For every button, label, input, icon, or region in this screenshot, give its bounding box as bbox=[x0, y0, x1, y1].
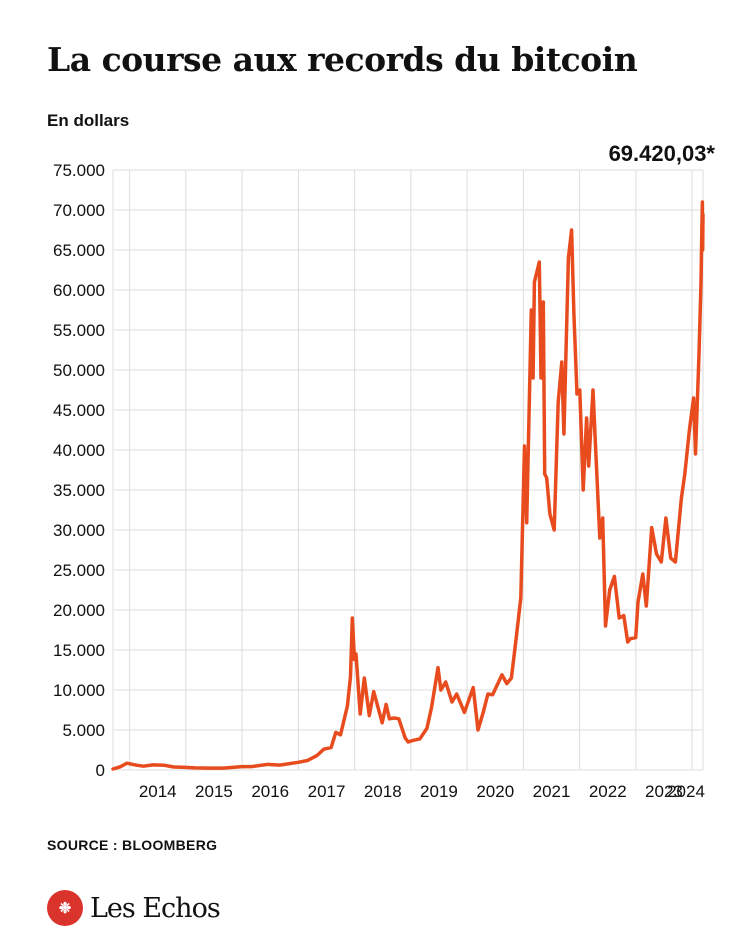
x-tick-label: 2017 bbox=[308, 782, 346, 801]
x-tick-label: 2015 bbox=[195, 782, 233, 801]
x-tick-label: 2020 bbox=[476, 782, 514, 801]
x-tick-label: 2022 bbox=[589, 782, 627, 801]
y-tick-label: 40.000 bbox=[53, 441, 105, 460]
y-axis-ticks: 0 5.000 10.000 15.000 20.000 25.000 30.000 35.0… bbox=[53, 161, 105, 780]
y-tick-label: 35.000 bbox=[53, 481, 105, 500]
chart-title: La course aux records du bitcoin bbox=[47, 40, 638, 79]
y-tick-label: 70.000 bbox=[53, 201, 105, 220]
y-tick-label: 10.000 bbox=[53, 681, 105, 700]
les-echos-logo-icon: ❉ bbox=[47, 890, 83, 926]
x-tick-label: 2019 bbox=[420, 782, 458, 801]
y-tick-label: 15.000 bbox=[53, 641, 105, 660]
grid-lines bbox=[112, 169, 704, 771]
y-tick-label: 30.000 bbox=[53, 521, 105, 540]
series-layer bbox=[111, 200, 705, 771]
y-tick-label: 65.000 bbox=[53, 241, 105, 260]
last-value-label: 69.420,03* bbox=[608, 141, 715, 166]
y-tick-label: 60.000 bbox=[53, 281, 105, 300]
y-tick-label: 20.000 bbox=[53, 601, 105, 620]
logo-wordmark: Les Echos bbox=[90, 892, 221, 924]
x-tick-label: 2021 bbox=[533, 782, 571, 801]
bitcoin-price-line bbox=[111, 200, 705, 771]
x-tick-label: 2023 bbox=[645, 782, 683, 801]
y-axis-unit-label: En dollars bbox=[47, 111, 130, 130]
price-chart: 0 5.000 10.000 15.000 20.000 25.000 30.000 35.0… bbox=[53, 161, 705, 801]
x-tick-label: 2024 bbox=[667, 782, 705, 801]
source-note: SOURCE : BLOOMBERG bbox=[47, 837, 218, 853]
y-tick-label: 0 bbox=[96, 761, 105, 780]
y-tick-label: 55.000 bbox=[53, 321, 105, 340]
y-tick-label: 5.000 bbox=[62, 721, 105, 740]
y-tick-label: 25.000 bbox=[53, 561, 105, 580]
x-axis-ticks: 2014 2015 2016 2017 2018 2019 2020 2021 2022 2023… bbox=[139, 782, 705, 801]
y-tick-label: 75.000 bbox=[53, 161, 105, 180]
y-tick-label: 45.000 bbox=[53, 401, 105, 420]
x-tick-label: 2016 bbox=[251, 782, 289, 801]
x-tick-label: 2014 bbox=[139, 782, 177, 801]
y-tick-label: 50.000 bbox=[53, 361, 105, 380]
x-tick-label: 2018 bbox=[364, 782, 402, 801]
les-echos-logo: ❉ Les Echos bbox=[47, 890, 221, 926]
